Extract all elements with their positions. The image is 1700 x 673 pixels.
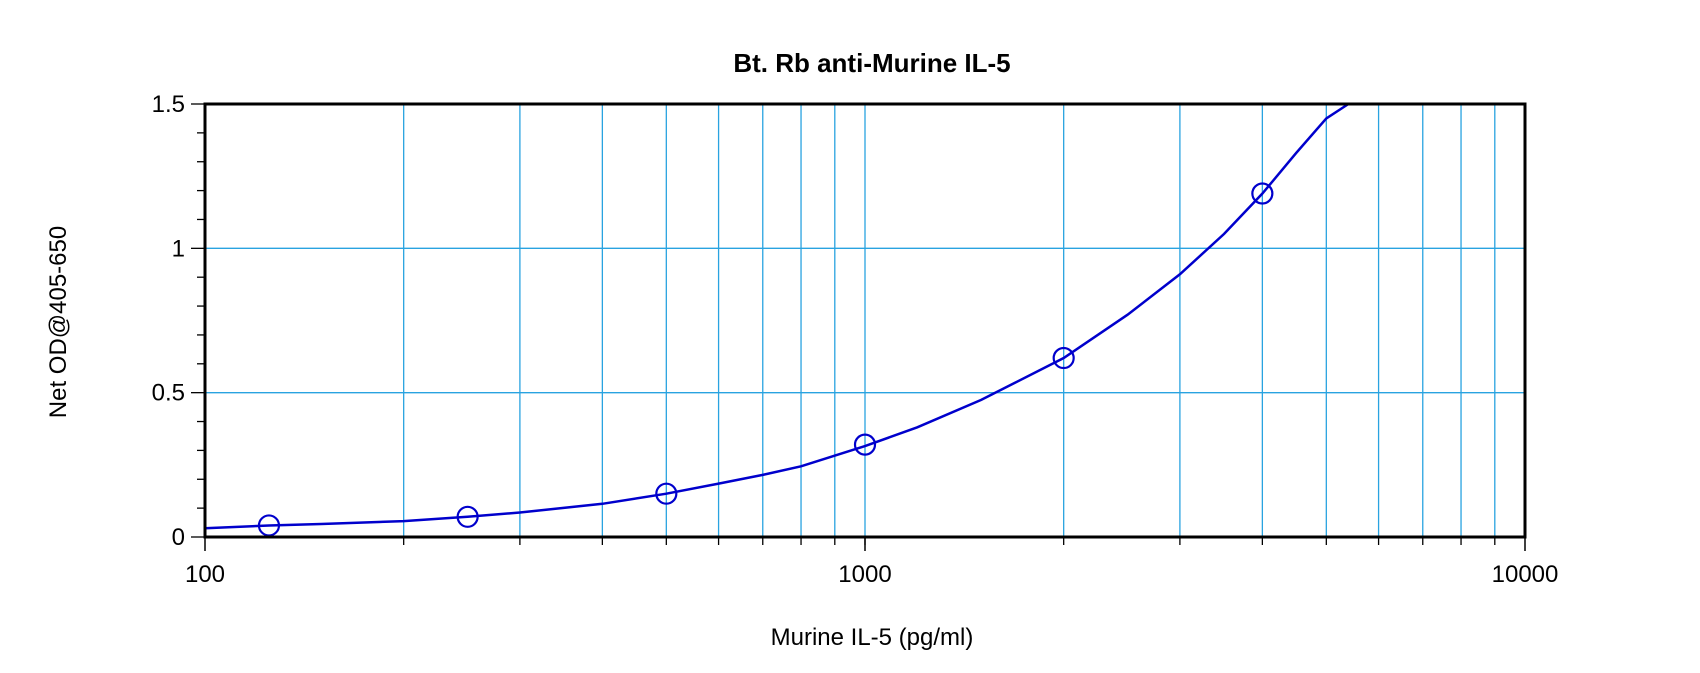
x-tick-label: 10000 xyxy=(1492,561,1559,588)
data-points xyxy=(257,182,1274,537)
fit-curve xyxy=(204,102,1350,530)
y-axis-label: Net OD@405-650 xyxy=(45,226,72,418)
x-tick-label: 1000 xyxy=(838,561,891,588)
y-tick-labels: 0 0.5 1 1.5 xyxy=(152,91,185,551)
y-tick-label: 0 xyxy=(172,524,185,551)
y-tick-label: 1.5 xyxy=(152,91,185,118)
x-tick-labels: 100 1000 10000 xyxy=(185,537,1558,588)
y-tick-label: 1 xyxy=(172,235,185,262)
data-point xyxy=(1052,346,1075,370)
data-point xyxy=(853,433,877,456)
data-point xyxy=(257,514,281,537)
y-tick-label: 0.5 xyxy=(152,380,185,407)
x-tick-label: 100 xyxy=(185,561,225,588)
data-point xyxy=(655,482,678,505)
x-axis-label: Murine IL-5 (pg/ml) xyxy=(771,624,974,651)
data-point xyxy=(456,505,479,528)
grid xyxy=(205,104,1525,537)
chart-title: Bt. Rb anti-Murine IL-5 xyxy=(733,48,1010,78)
data-point xyxy=(1251,182,1274,205)
